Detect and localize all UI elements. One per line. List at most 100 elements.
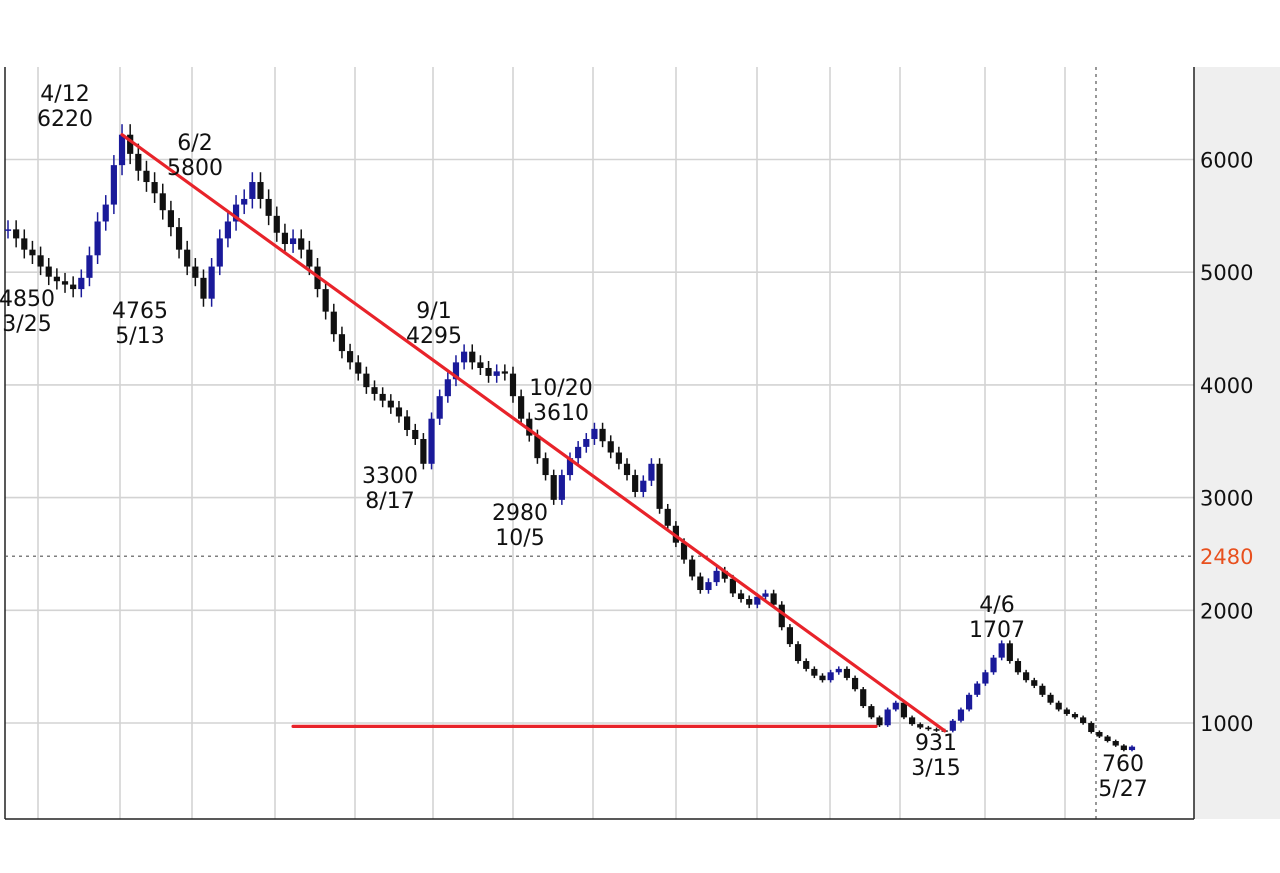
candle-body — [632, 475, 639, 492]
candle-body — [754, 596, 761, 605]
candle-body — [827, 672, 834, 681]
candle-body — [957, 709, 965, 721]
candle-body — [884, 709, 891, 726]
candle-body — [534, 435, 541, 459]
candle-body — [78, 277, 85, 290]
price-series — [4, 124, 1136, 752]
candle-body — [224, 221, 232, 239]
candle-body — [518, 396, 525, 419]
candle-body — [998, 643, 1005, 658]
trendlines — [120, 133, 947, 733]
candle-body — [86, 255, 93, 278]
candle-body — [697, 576, 704, 591]
candle-body — [583, 438, 590, 447]
candle-body — [13, 229, 20, 239]
annotation-label-top: 760 — [1102, 752, 1144, 777]
candle-body — [200, 277, 207, 299]
candle-body — [265, 198, 272, 216]
candle-body — [249, 182, 256, 199]
candle-body — [803, 661, 810, 669]
candle-body — [917, 724, 924, 728]
candle-body — [778, 604, 785, 628]
y-tick-label-2000: 2000 — [1200, 599, 1253, 623]
candle-body — [493, 371, 500, 376]
candle-body — [404, 416, 411, 430]
candle-body — [1055, 702, 1062, 710]
candle-body — [705, 582, 712, 591]
y-tick-label-3000: 3000 — [1200, 487, 1253, 511]
candle-body — [273, 215, 280, 233]
candle-body — [689, 559, 696, 577]
candle-body — [868, 706, 875, 718]
annotation-label-top: 4/12 — [40, 82, 89, 107]
annotation-label-bottom: 1707 — [969, 618, 1025, 643]
candle-body — [599, 428, 606, 442]
annotation-label-top: 4/6 — [979, 593, 1014, 618]
candle-body — [786, 627, 794, 645]
annotation-label-bottom: 4295 — [406, 324, 462, 349]
candle-body — [811, 668, 818, 676]
candle-body — [387, 400, 394, 408]
trendline-0 — [120, 133, 947, 733]
candle-body — [819, 675, 826, 681]
candle-body — [444, 379, 451, 397]
candle-body — [338, 334, 346, 352]
candle-body — [135, 153, 142, 171]
candle-body — [1014, 661, 1022, 673]
annotation-label-bottom: 3/15 — [911, 756, 960, 781]
candle-body — [395, 407, 403, 417]
candle-body — [860, 689, 867, 707]
candle-body — [501, 371, 508, 374]
candle-body — [526, 418, 533, 436]
candle-body — [1112, 741, 1119, 746]
candle-body — [1071, 713, 1079, 718]
candle-body — [1128, 746, 1136, 751]
candle-body — [355, 362, 362, 374]
candle-body — [289, 238, 297, 245]
candle-body — [151, 182, 158, 194]
candle-body — [843, 668, 851, 678]
y-axis-panel — [1194, 67, 1280, 819]
candle-body — [1039, 685, 1046, 695]
candle-body — [770, 593, 777, 605]
candle-body — [1031, 680, 1038, 686]
candle-body — [542, 458, 549, 476]
candle-body — [159, 193, 166, 211]
candle-body — [933, 729, 940, 731]
candle-body — [794, 644, 802, 662]
candle-body — [216, 238, 223, 267]
candle-body — [1080, 717, 1087, 723]
candle-body — [461, 351, 468, 363]
candle-body — [949, 720, 956, 731]
candle-body — [746, 599, 753, 605]
candle-body — [876, 717, 883, 726]
candle-body — [469, 351, 476, 363]
annotation-label-bottom: 3610 — [533, 401, 589, 426]
candle-body — [558, 475, 565, 500]
candle-body — [298, 238, 305, 250]
candle-body — [982, 672, 989, 684]
annotation-label-top: 4765 — [112, 299, 168, 324]
candle-body — [257, 182, 264, 199]
candle-body — [900, 702, 908, 718]
candle-body — [485, 367, 492, 376]
annotation-label-top: 3300 — [362, 464, 418, 489]
candle-body — [192, 266, 199, 278]
annotation-label-top: 4850 — [0, 287, 55, 312]
candle-body — [412, 429, 419, 439]
annotation-label-bottom: 5/27 — [1098, 777, 1147, 802]
candle-body — [1120, 745, 1127, 751]
candle-body — [371, 387, 378, 394]
candle-body — [306, 249, 313, 267]
candle-body — [550, 475, 557, 500]
candle-body — [379, 393, 386, 401]
candle-body — [322, 289, 329, 312]
candle-body — [623, 463, 631, 476]
candle-body — [241, 198, 248, 205]
candle-body — [925, 727, 932, 730]
candle-body — [127, 134, 134, 154]
candle-body — [420, 438, 427, 464]
annotation-label-bottom: 10/5 — [495, 526, 544, 551]
candle-body — [452, 362, 460, 380]
candle-body — [45, 266, 52, 277]
